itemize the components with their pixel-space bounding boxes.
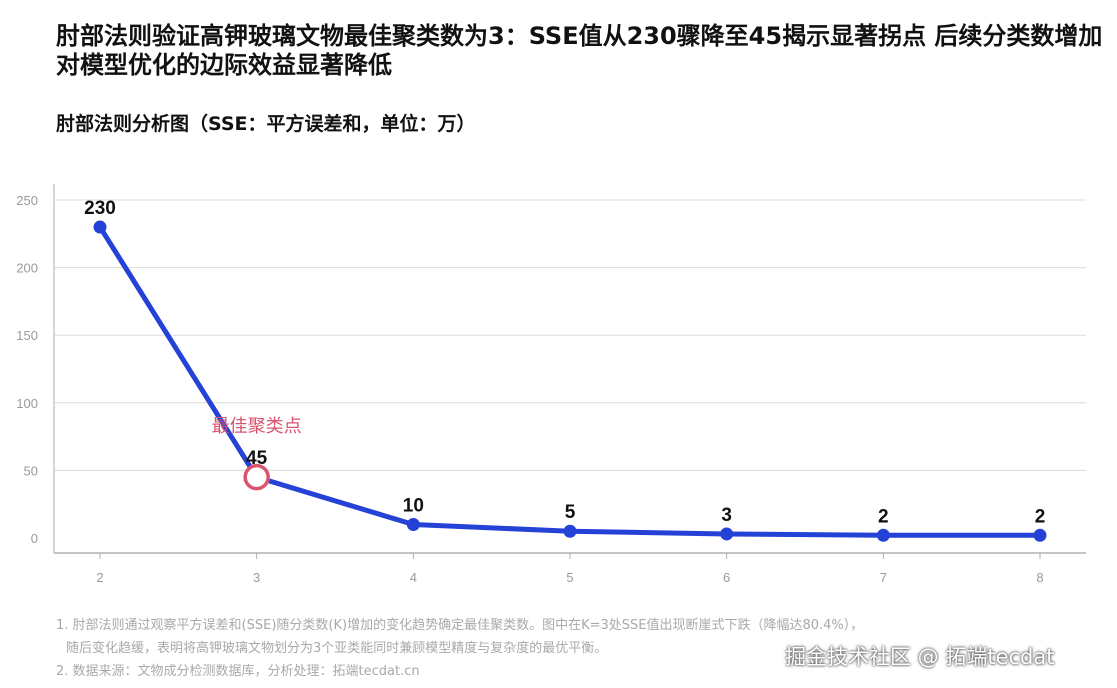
chart-subtitle: 肘部法则分析图（SSE：平方误差和，单位：万） (56, 113, 476, 135)
data-label: 45 (246, 448, 268, 469)
footnote-1-continued: 随后变化趋缓，表明将高钾玻璃文物划分为3个亚类能同时兼顾模型精度与复杂度的最优平… (66, 641, 608, 656)
chart-title: 肘部法则验证高钾玻璃文物最佳聚类数为3：SSE值从230骤降至45揭示显著拐点 … (56, 22, 1103, 79)
data-label: 3 (721, 505, 732, 526)
data-label: 2 (1035, 506, 1046, 527)
watermark: 掘金技术社区 @ 拓端tecdat (785, 645, 1055, 669)
footnotes: 1. 肘部法则通过观察平方误差和(SSE)随分类数(K)增加的变化趋势确定最佳聚… (56, 614, 863, 683)
sse-line (97, 224, 1043, 538)
x-tick-label: 4 (410, 570, 417, 585)
x-tick-label: 8 (1036, 570, 1043, 585)
data-point (406, 517, 420, 531)
data-point (93, 220, 107, 234)
data-point (1033, 528, 1047, 542)
data-point (720, 527, 734, 541)
x-tick-label: 3 (253, 570, 260, 585)
y-tick-label: 200 (16, 261, 38, 276)
data-label: 5 (565, 502, 576, 523)
highlight-annotation: 最佳聚类点 (212, 416, 302, 437)
footnote-2: 2. 数据来源：文物成分检测数据库，分析处理：拓端tecdat.cn (56, 664, 420, 679)
x-tick-label: 2 (96, 570, 103, 585)
footnote-1: 1. 肘部法则通过观察平方误差和(SSE)随分类数(K)增加的变化趋势确定最佳聚… (56, 618, 864, 633)
data-label: 10 (403, 495, 424, 516)
y-tick-label: 150 (16, 328, 38, 343)
highlight-marker (243, 463, 270, 491)
data-point (876, 528, 890, 542)
y-tick-label: 0 (31, 531, 38, 546)
y-tick-label: 250 (16, 193, 38, 208)
y-tick-label: 100 (16, 396, 38, 411)
y-tick-label: 50 (24, 463, 38, 478)
x-tick-label: 6 (723, 570, 730, 585)
x-tick-label: 5 (566, 570, 573, 585)
data-label: 2 (878, 506, 889, 527)
data-point (563, 524, 577, 538)
x-tick-label: 7 (880, 570, 887, 585)
data-label: 230 (84, 198, 116, 219)
